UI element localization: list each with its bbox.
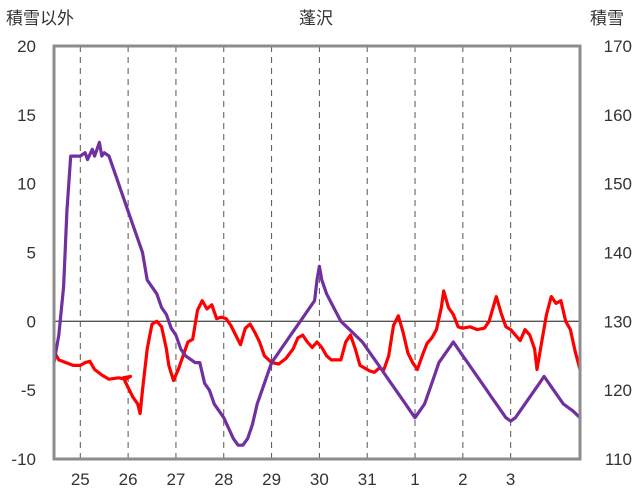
left-tick-label: 5 (27, 244, 36, 263)
left-tick-label: 10 (17, 175, 36, 194)
right-axis: 170 160 150 140 130 120 110 (604, 37, 632, 469)
x-tick-label: 27 (166, 470, 185, 489)
left-tick-label: 15 (17, 106, 36, 125)
series-layer (52, 140, 582, 447)
right-tick-label: 150 (604, 175, 632, 194)
left-tick-label: -10 (11, 450, 36, 469)
series-line-snow (52, 140, 582, 447)
right-tick-label: 160 (604, 106, 632, 125)
x-tick-label: 25 (71, 470, 90, 489)
left-tick-label: -5 (21, 381, 36, 400)
x-axis: 25 26 27 28 29 30 31 1 2 3 (71, 470, 516, 489)
x-tick-label: 29 (262, 470, 281, 489)
x-tick-label: 30 (310, 470, 329, 489)
x-tick-label: 26 (119, 470, 138, 489)
left-tick-label: 20 (17, 37, 36, 56)
x-tick-label: 1 (410, 470, 419, 489)
right-tick-label: 120 (604, 381, 632, 400)
x-tick-label: 2 (458, 470, 467, 489)
series-line-other (52, 289, 582, 416)
right-axis-label: 積雪 (590, 9, 624, 29)
x-tick-label: 3 (506, 470, 515, 489)
right-tick-label: 110 (605, 450, 632, 469)
plot-frame (52, 44, 582, 461)
right-tick-label: 170 (604, 37, 632, 56)
left-tick-label: 0 (27, 312, 36, 331)
right-tick-label: 130 (604, 312, 632, 331)
left-axis: 20 15 10 5 0 -5 -10 (11, 37, 36, 469)
left-axis-label: 積雪以外 (6, 9, 74, 29)
x-tick-label: 28 (214, 470, 233, 489)
right-tick-label: 140 (604, 244, 632, 263)
x-tick-label: 31 (358, 470, 377, 489)
chart-title: 蓬沢 (299, 9, 333, 29)
